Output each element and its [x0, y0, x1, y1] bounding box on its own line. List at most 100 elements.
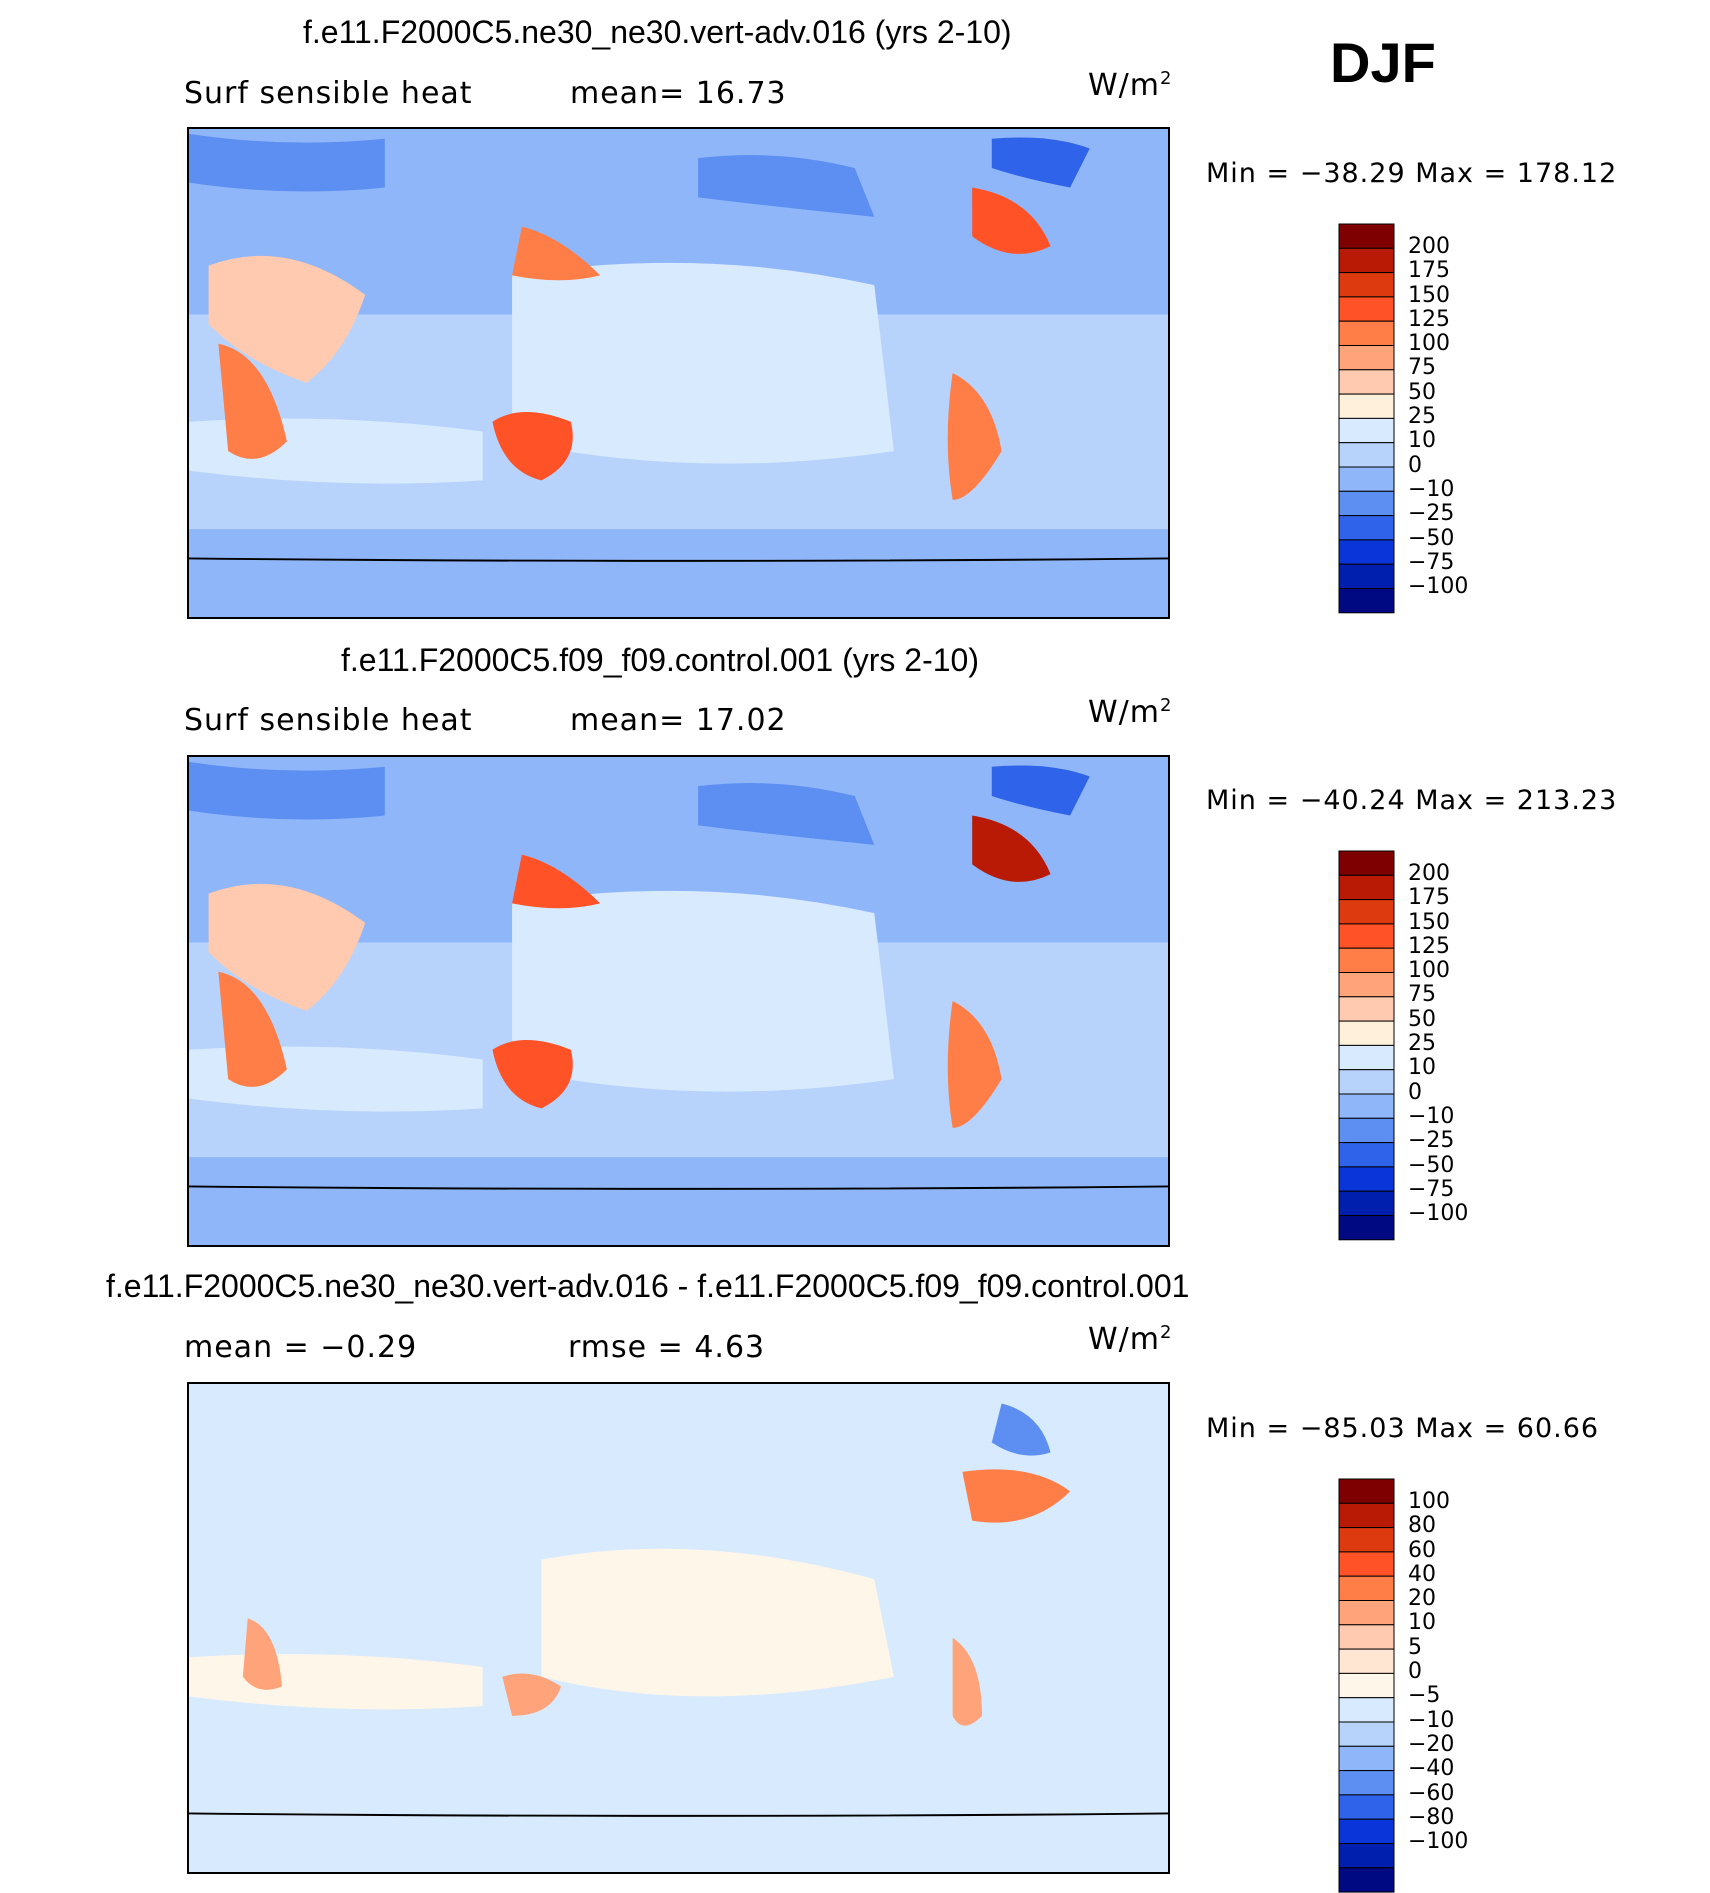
- indian-diff-band: [189, 1654, 483, 1710]
- colorbar-tick-label: −100: [1408, 1201, 1469, 1227]
- colorbar-tick-label: 50: [1408, 1006, 1436, 1032]
- colorbar-tick-label: 200: [1408, 234, 1450, 259]
- colorbar-swatch: [1338, 1190, 1395, 1216]
- panel1-colorbar: [1338, 223, 1395, 614]
- panel3-title: f.e11.F2000C5.ne30_ne30.vert-adv.016 - f…: [106, 1268, 1190, 1304]
- gulfstream-warm: [972, 187, 1051, 254]
- antarctica: [189, 1813, 1168, 1872]
- colorbar-swatch: [1338, 1599, 1395, 1626]
- colorbar-swatch: [1338, 1527, 1395, 1553]
- panel2-map: [187, 755, 1170, 1247]
- africa-south-warm: [218, 343, 287, 459]
- colorbar-swatch: [1338, 1818, 1395, 1844]
- colorbar-swatch: [1338, 296, 1395, 322]
- colorbar-swatch: [1338, 1142, 1395, 1168]
- colorbar-tick-label: −20: [1408, 1731, 1455, 1757]
- colorbar-swatch: [1338, 1117, 1395, 1144]
- colorbar-swatch: [1338, 490, 1395, 517]
- south-america-warm: [947, 1001, 1002, 1128]
- eurasia-cold: [189, 133, 385, 192]
- colorbar-tick-label: 50: [1408, 379, 1436, 405]
- panel3-colorbar-labels: 100 80 60 40 20 10 5 0 −5 −10 −20 −40 −60 −80 −100: [1408, 1489, 1468, 1854]
- south-america-warm: [947, 373, 1002, 500]
- panel1-title: f.e11.F2000C5.ne30_ne30.vert-adv.016 (yr…: [303, 14, 1012, 50]
- colorbar-tick-label: 10: [1408, 1610, 1436, 1636]
- colorbar-swatch: [1338, 563, 1395, 589]
- colorbar-swatch: [1338, 1867, 1395, 1893]
- colorbar-swatch: [1338, 1166, 1395, 1192]
- greenland-cold: [991, 765, 1090, 816]
- colorbar-swatch: [1338, 272, 1395, 298]
- panel3-map: [187, 1382, 1170, 1874]
- panel2-units: W/m2: [1088, 695, 1173, 730]
- colorbar-tick-label: 100: [1408, 958, 1450, 984]
- south-america-diff-warm: [952, 1637, 982, 1726]
- colorbar-swatch: [1338, 1745, 1395, 1772]
- colorbar-tick-label: 25: [1408, 1031, 1436, 1057]
- colorbar-swatch: [1338, 1842, 1395, 1869]
- colorbar-swatch: [1338, 587, 1395, 614]
- colorbar-swatch: [1338, 850, 1395, 876]
- colorbar-tick-label: −25: [1408, 501, 1455, 527]
- colorbar-tick-label: 175: [1408, 258, 1450, 284]
- colorbar-swatch: [1338, 442, 1395, 468]
- colorbar-tick-label: 10: [1408, 428, 1436, 454]
- pacific-warm-region: [512, 262, 894, 464]
- colorbar-swatch: [1338, 1624, 1395, 1650]
- panel1-units: W/m2: [1088, 68, 1173, 103]
- panel2-variable-label: Surf sensible heat: [184, 703, 473, 738]
- panel2-colorbar-labels: 200 175 150 125 100 75 50 25 10 0 −10 −25 −50 −75 −100: [1408, 861, 1469, 1227]
- colorbar-tick-label: −10: [1408, 1707, 1455, 1733]
- colorbar-tick-label: 60: [1408, 1537, 1436, 1563]
- colorbar-tick-label: 5: [1408, 1634, 1422, 1660]
- colorbar-swatch: [1338, 1721, 1395, 1747]
- season-label: DJF: [1330, 31, 1436, 94]
- colorbar-swatch: [1338, 1794, 1395, 1820]
- kuroshio-warm: [512, 854, 601, 909]
- colorbar-swatch: [1338, 223, 1395, 249]
- colorbar-tick-label: 200: [1408, 861, 1450, 886]
- colorbar-tick-label: 0: [1408, 452, 1422, 478]
- colorbar-tick-label: 25: [1408, 404, 1436, 430]
- africa-north-warm: [208, 883, 366, 1011]
- colorbar-swatch: [1338, 996, 1395, 1022]
- colorbar-tick-label: 125: [1408, 933, 1450, 959]
- colorbar-swatch: [1338, 1093, 1395, 1119]
- colorbar-swatch: [1338, 1648, 1395, 1674]
- panel3-colorbar-svg: [1338, 1478, 1395, 1893]
- panel2-colorbar-svg: [1338, 850, 1395, 1241]
- colorbar-swatch: [1338, 1044, 1395, 1071]
- colorbar-tick-label: 75: [1408, 355, 1436, 381]
- north-america-cold: [698, 783, 875, 845]
- antarctica-coast: [189, 1812, 1168, 1817]
- colorbar-tick-label: −75: [1408, 549, 1455, 575]
- north-atlantic-diff-warm: [962, 1469, 1071, 1523]
- australia-warm: [492, 412, 573, 481]
- colorbar-swatch: [1338, 1020, 1395, 1046]
- colorbar-tick-label: 0: [1408, 1079, 1422, 1105]
- africa-north-warm: [208, 255, 366, 383]
- kuroshio-warm: [512, 226, 601, 281]
- colorbar-swatch: [1338, 369, 1395, 395]
- colorbar-tick-label: −80: [1408, 1804, 1455, 1830]
- colorbar-tick-label: 40: [1408, 1561, 1436, 1587]
- colorbar-swatch: [1338, 1478, 1395, 1504]
- panel1-variable-label: Surf sensible heat: [184, 76, 473, 111]
- colorbar-swatch: [1338, 515, 1395, 541]
- colorbar-tick-label: 100: [1408, 1489, 1450, 1514]
- colorbar-tick-label: −60: [1408, 1780, 1455, 1806]
- colorbar-swatch: [1338, 899, 1395, 925]
- colorbar-tick-label: 20: [1408, 1586, 1436, 1612]
- colorbar-tick-label: −100: [1408, 574, 1469, 600]
- panel2-title: f.e11.F2000C5.f09_f09.control.001 (yrs 2…: [341, 642, 979, 678]
- colorbar-tick-label: −40: [1408, 1756, 1455, 1782]
- gulfstream-warm: [972, 815, 1051, 882]
- australia-warm: [492, 1040, 573, 1109]
- colorbar-tick-label: −5: [1408, 1683, 1441, 1709]
- panel2-minmax: Min = −40.24 Max = 213.23: [1206, 785, 1618, 816]
- colorbar-tick-label: −10: [1408, 1103, 1455, 1129]
- greenland-cold: [991, 137, 1090, 188]
- colorbar-tick-label: 175: [1408, 885, 1450, 911]
- colorbar-swatch: [1338, 1069, 1395, 1095]
- antarctica-coast: [189, 557, 1168, 562]
